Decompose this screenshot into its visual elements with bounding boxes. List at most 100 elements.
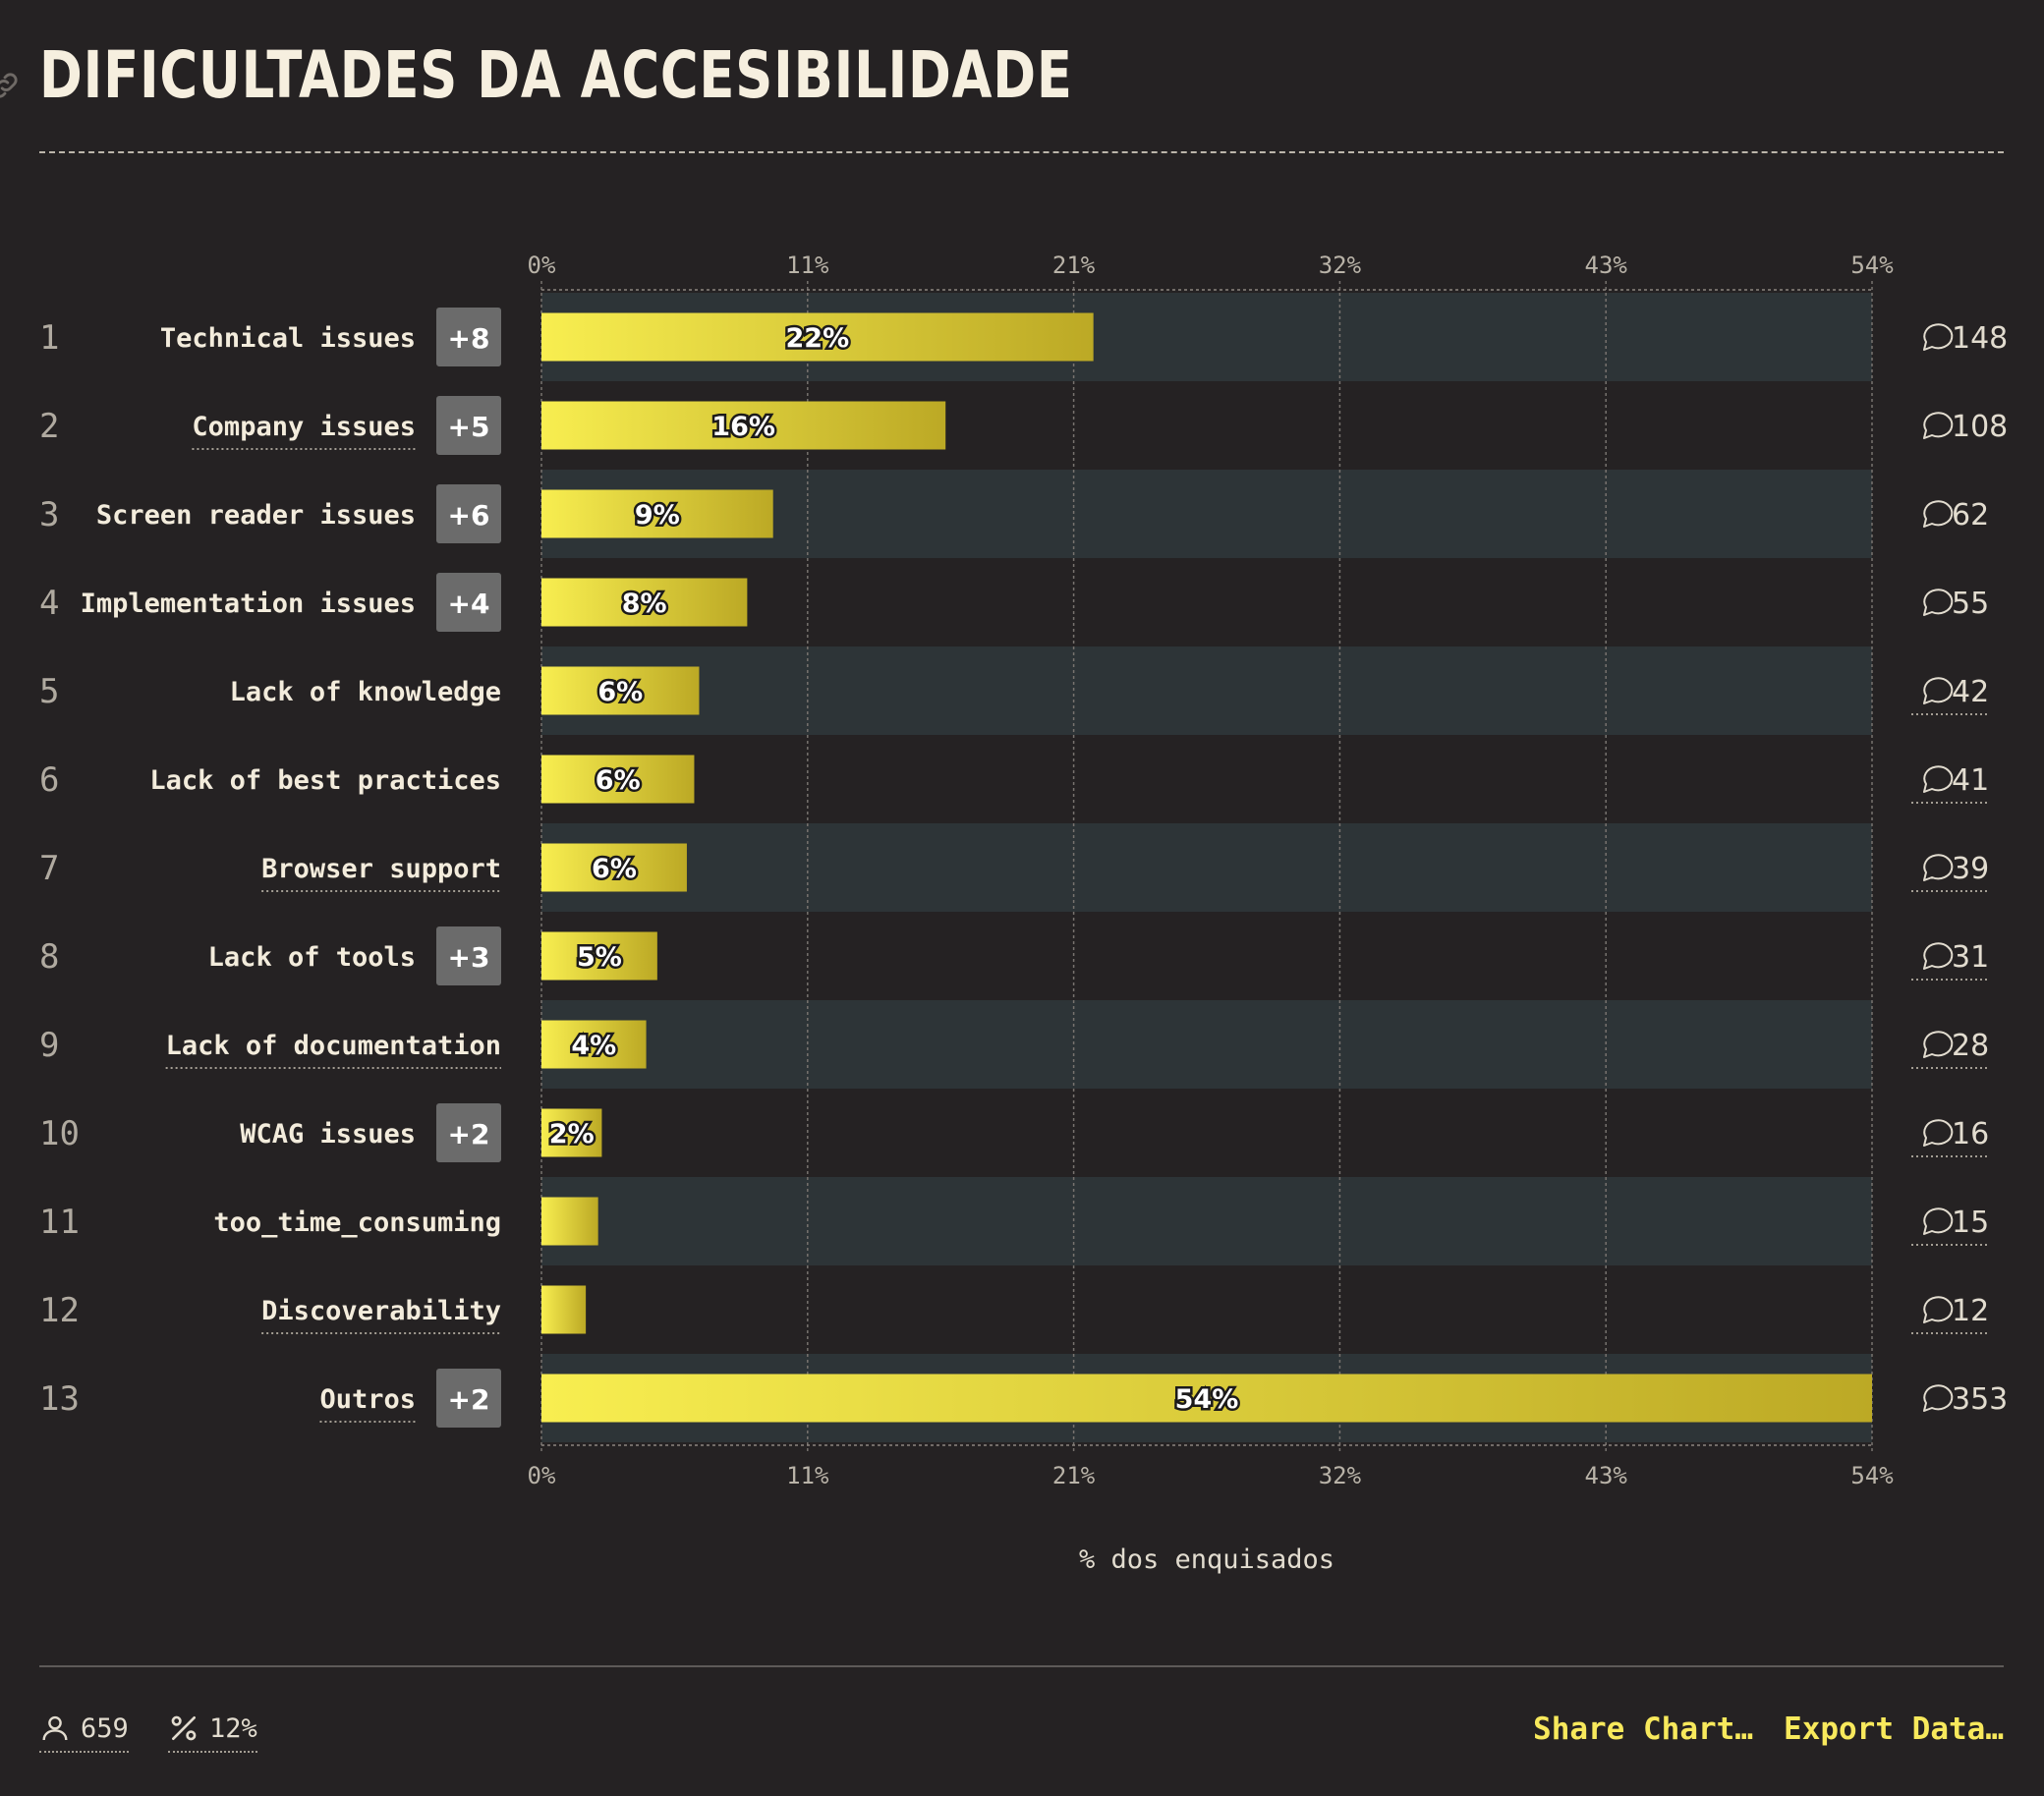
share-chart-button[interactable]: Share Chart… [1533, 1712, 1753, 1747]
percent-value: 12% [209, 1712, 257, 1744]
row-rank: 5 [39, 672, 59, 711]
row-rank: 4 [39, 584, 59, 623]
x-tick-label-bottom: 11% [786, 1462, 829, 1489]
x-tick-label-bottom: 54% [1850, 1462, 1894, 1489]
bar-value-label: 22% [786, 323, 850, 354]
bar-value-label: 54% [1175, 1384, 1239, 1415]
percent-of-survey[interactable]: 12% [168, 1712, 257, 1753]
row-label: Lack of tools [208, 942, 416, 973]
x-tick-label-top: 11% [786, 252, 829, 279]
comment-count: 12 [1952, 1294, 1989, 1328]
comment-count: 55 [1952, 587, 1989, 621]
respondents-value: 659 [81, 1712, 129, 1744]
x-tick-label-bottom: 43% [1585, 1462, 1628, 1489]
row-rank: 13 [39, 1379, 80, 1419]
bar [541, 312, 1094, 362]
comment-count: 28 [1952, 1029, 1989, 1063]
comment-count: 62 [1952, 498, 1989, 533]
bar-value-label: 6% [597, 677, 643, 707]
bar [541, 931, 657, 981]
comment-icon [1923, 1207, 1954, 1235]
comment-count: 16 [1952, 1117, 1989, 1151]
comment-count: 148 [1952, 321, 2008, 356]
row-badge [436, 308, 501, 366]
x-tick-label-bottom: 0% [528, 1462, 556, 1489]
export-data-button[interactable]: Export Data… [1784, 1712, 2004, 1747]
bar [541, 666, 700, 715]
footer-divider [39, 1665, 2004, 1667]
x-axis-label: % dos enquisados [1078, 1544, 1335, 1575]
row-label: Technical issues [160, 323, 416, 354]
row-label: Lack of documentation [166, 1031, 501, 1061]
bar [541, 401, 946, 450]
bar-value-label: 8% [622, 589, 667, 619]
comment-count: 15 [1952, 1206, 1989, 1240]
x-tick-label-top: 54% [1850, 252, 1894, 279]
row-rank: 3 [39, 495, 59, 534]
comment-icon [1923, 942, 1954, 970]
row-badge [436, 573, 501, 632]
bar [541, 489, 773, 538]
user-icon [42, 1715, 68, 1741]
comment-count: 42 [1952, 675, 1989, 709]
row-band [541, 1177, 1872, 1265]
bar-value-label: 2% [549, 1119, 595, 1150]
bar-value-label: 6% [596, 765, 641, 796]
row-rank: 1 [39, 318, 59, 358]
bar [541, 1374, 1872, 1423]
row-label: Company issues [192, 412, 416, 442]
chart-title: DIFICULTADES DA ACCESIBILIDADE [39, 37, 1073, 113]
comment-count: 41 [1952, 763, 1989, 798]
bar [541, 1020, 647, 1069]
x-tick-label-top: 43% [1585, 252, 1628, 279]
x-tick-label-top: 21% [1052, 252, 1096, 279]
row-badge-label: +2 [448, 1118, 490, 1151]
row-rank: 6 [39, 760, 59, 800]
respondents-count[interactable]: 659 [39, 1712, 129, 1753]
comment-icon [1923, 1296, 1954, 1323]
link-icon[interactable] [0, 69, 22, 102]
row-label: too_time_consuming [213, 1207, 501, 1238]
row-rank: 8 [39, 937, 59, 977]
percent-icon [171, 1715, 197, 1741]
row-badge [436, 1369, 501, 1428]
x-tick-label-bottom: 21% [1052, 1462, 1096, 1489]
bar-value-label: 9% [635, 500, 680, 531]
row-rank: 7 [39, 849, 59, 888]
comment-count: 108 [1952, 410, 2008, 444]
row-rank: 2 [39, 407, 59, 446]
comment-count: 353 [1952, 1382, 2008, 1417]
x-tick-label-top: 32% [1319, 252, 1362, 279]
comment-icon [1923, 765, 1954, 793]
comment-icon [1923, 323, 1954, 351]
comment-icon [1923, 412, 1954, 439]
bar-value-label: 5% [577, 942, 622, 973]
row-label: Lack of best practices [149, 765, 501, 796]
row-rank: 10 [39, 1114, 80, 1153]
row-label: WCAG issues [240, 1119, 416, 1150]
row-badge [436, 1103, 501, 1162]
bar-value-label: 6% [592, 854, 637, 884]
row-rank: 9 [39, 1026, 59, 1065]
row-badge-label: +8 [448, 322, 490, 355]
row-label: Lack of knowledge [230, 677, 501, 707]
bar [541, 1108, 602, 1157]
row-label: Browser support [261, 854, 501, 884]
row-band [541, 1000, 1872, 1089]
row-rank: 12 [39, 1291, 80, 1330]
comment-icon [1923, 1031, 1954, 1058]
bar [541, 755, 695, 804]
bar-chart: 0%0%11%11%21%21%32%32%43%43%54%54%1 Techn… [39, 252, 2008, 1489]
row-badge-label: +3 [448, 941, 490, 974]
bar-value-label: 16% [711, 412, 775, 442]
comment-count: 39 [1952, 852, 1989, 886]
bar [541, 578, 748, 627]
row-badge-label: +5 [448, 411, 490, 443]
row-rank: 11 [39, 1203, 80, 1242]
comment-count: 31 [1952, 940, 1989, 975]
comment-icon [1923, 589, 1954, 616]
row-label: Implementation issues [81, 589, 416, 619]
row-label: Screen reader issues [96, 500, 416, 531]
title-divider [39, 151, 2004, 153]
bar [541, 1285, 587, 1334]
